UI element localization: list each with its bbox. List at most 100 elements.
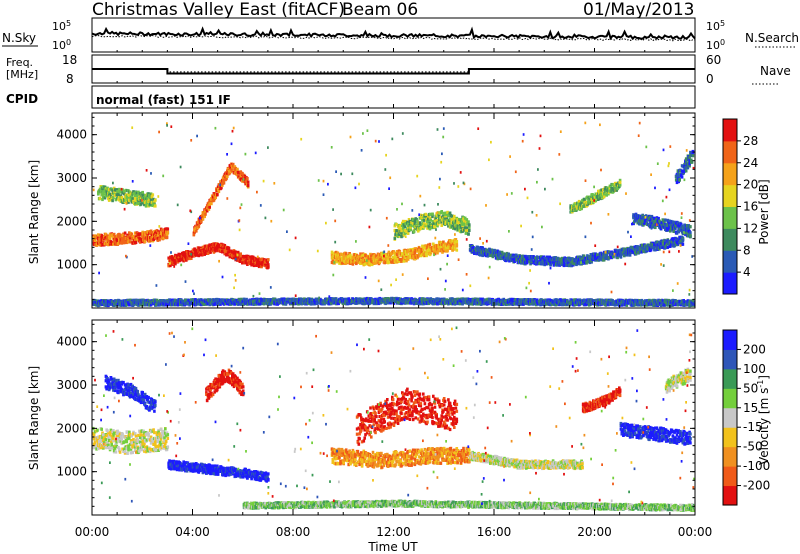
- data-cell: [388, 255, 392, 259]
- beam-label: Beam 06: [342, 0, 418, 20]
- plot-title: Christmas Valley East (fitACF): [92, 0, 345, 20]
- data-cell: [376, 259, 380, 263]
- data-cell: [677, 230, 680, 234]
- data-cell: [169, 264, 172, 268]
- data-cell: [117, 241, 120, 246]
- data-cell: [222, 178, 226, 182]
- data-cell: [404, 256, 407, 260]
- data-cell: [653, 216, 656, 220]
- data-cell: [205, 249, 208, 253]
- data-cell: [642, 223, 645, 227]
- data-cell: [365, 262, 368, 266]
- data-cell: [137, 201, 140, 205]
- data-cell: [448, 211, 452, 215]
- data-cell: [410, 251, 413, 255]
- data-cell: [137, 190, 140, 194]
- cpid-panel: CPID normal (fast) 151 IF: [6, 85, 696, 109]
- data-cell: [118, 235, 122, 239]
- data-cell: [355, 261, 358, 266]
- data-cell: [236, 167, 239, 171]
- data-cell: [528, 260, 531, 264]
- data-cell: [139, 199, 143, 203]
- data-cell: [618, 183, 622, 187]
- data-cell: [588, 260, 592, 265]
- data-cell: [231, 250, 234, 254]
- data-cell: [335, 260, 339, 264]
- freq-tick-low: 8: [66, 72, 74, 86]
- data-cell: [674, 227, 677, 231]
- data-cell: [422, 225, 426, 229]
- data-cell: [387, 252, 391, 256]
- data-cell: [446, 249, 449, 253]
- data-cell: [203, 302, 206, 306]
- data-cell: [454, 227, 458, 231]
- data-cell: [391, 260, 394, 264]
- data-cell: [121, 236, 124, 240]
- data-cell: [680, 224, 684, 228]
- data-cell: [118, 237, 121, 241]
- data-cell: [222, 181, 226, 185]
- data-cell: [393, 224, 397, 228]
- data-cell: [162, 236, 165, 240]
- data-cell: [392, 250, 396, 254]
- data-cell: [118, 196, 121, 200]
- data-cell: [581, 200, 584, 204]
- data-cell: [689, 231, 692, 235]
- data-cell: [436, 251, 439, 255]
- data-cell: [402, 223, 406, 227]
- data-cell: [607, 256, 611, 260]
- data-cell: [143, 239, 147, 243]
- data-cell: [427, 247, 431, 251]
- data-cell: [436, 224, 439, 228]
- data-cell: [244, 261, 247, 265]
- data-cell: [238, 172, 242, 176]
- data-cell: [167, 302, 170, 307]
- data-cell: [216, 188, 220, 192]
- data-cell: [482, 248, 485, 252]
- data-cell: [563, 262, 567, 267]
- data-cell: [687, 226, 691, 230]
- data-cell: [139, 236, 143, 240]
- data-cell: [638, 219, 641, 223]
- data-cell: [636, 221, 639, 225]
- data-cell: [336, 251, 340, 255]
- data-cell: [229, 255, 232, 259]
- data-cell: [112, 232, 116, 236]
- data-cell: [246, 180, 250, 184]
- data-cell: [602, 188, 605, 192]
- data-cell: [520, 261, 523, 265]
- data-cell: [203, 214, 206, 219]
- data-cell: [626, 253, 629, 257]
- data-cell: [123, 189, 126, 193]
- power-data: [92, 121, 695, 308]
- data-cell: [374, 261, 377, 265]
- data-cell: [404, 249, 407, 253]
- data-cell: [500, 250, 504, 254]
- data-cell: [127, 197, 130, 201]
- data-cell: [359, 252, 362, 256]
- data-cell: [99, 241, 103, 245]
- noise-left-tick-high: 105: [52, 19, 71, 33]
- data-cell: [123, 198, 127, 202]
- data-cell: [205, 301, 208, 305]
- data-cell: [133, 236, 136, 240]
- data-cell: [344, 252, 348, 256]
- freq-label-line2: [MHz]: [6, 68, 38, 81]
- data-cell: [454, 238, 458, 242]
- noise-right-tick-high: 105: [706, 19, 725, 33]
- data-cell: [615, 188, 618, 192]
- data-cell: [602, 195, 606, 199]
- data-cell: [199, 253, 202, 257]
- data-cell: [116, 238, 119, 242]
- data-cell: [590, 195, 593, 199]
- data-cell: [203, 251, 206, 255]
- freq-label-line1: Freq.: [6, 56, 33, 69]
- data-cell: [159, 299, 163, 303]
- data-cell: [484, 254, 488, 258]
- data-cell: [552, 263, 556, 267]
- data-cell: [138, 232, 142, 236]
- data-cell: [585, 261, 588, 265]
- data-cell: [108, 232, 112, 236]
- data-cell: [149, 236, 153, 240]
- data-cell: [581, 261, 584, 265]
